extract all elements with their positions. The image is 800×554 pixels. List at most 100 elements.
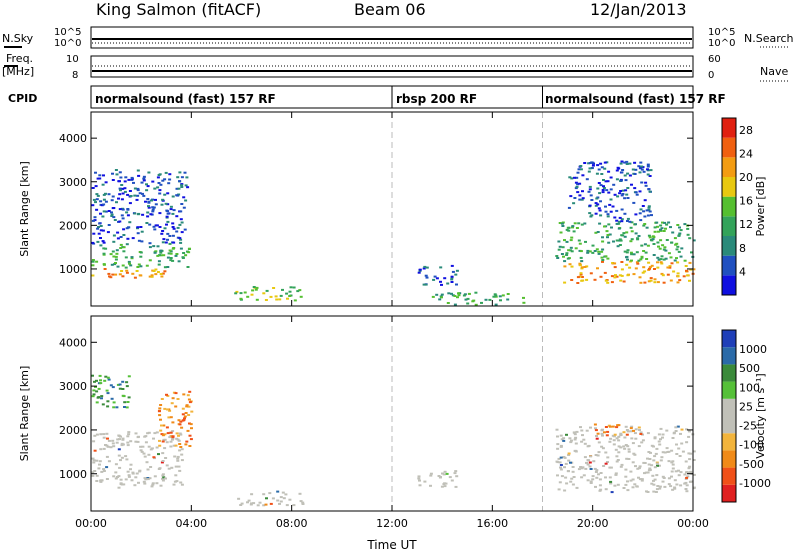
power-echo-cell: [188, 247, 191, 250]
velocity-echo-cell: [144, 441, 148, 444]
power-echo-cell: [288, 295, 292, 297]
power-echo-cell: [139, 274, 143, 277]
power-echo-cell: [501, 294, 505, 297]
power-colorbar-segment: [722, 177, 736, 197]
power-echo-cell: [117, 180, 121, 183]
velocity-echo-cell: [136, 436, 140, 439]
power-echo-cell: [615, 178, 619, 181]
power-echo-cell: [484, 298, 488, 301]
velocity-echo-cell: [159, 418, 162, 421]
velocity-echo-cell: [109, 446, 113, 449]
velocity-echo-cell: [580, 429, 584, 432]
velocity-echo-cell: [92, 459, 96, 462]
power-echo-cell: [111, 172, 114, 175]
velocity-echo-cell: [111, 439, 115, 442]
velocity-echo-cell: [166, 432, 170, 435]
velocity-echo-cell: [562, 437, 566, 440]
velocity-echo-cell: [183, 417, 186, 420]
velocity-echo-cell: [150, 485, 154, 488]
velocity-echo-cell: [654, 491, 658, 493]
velocity-echo-cell: [117, 434, 121, 437]
power-echo-cell: [651, 238, 655, 241]
velocity-echo-cell: [441, 472, 444, 475]
power-echo-cell: [595, 248, 599, 251]
velocity-echo-cell: [126, 401, 130, 403]
velocity-echo-cell: [677, 474, 681, 477]
power-echo-cell: [158, 173, 162, 176]
power-echo-cell: [684, 265, 688, 267]
power-echo-cell: [595, 172, 599, 175]
station-title: King Salmon (fitACF): [96, 0, 262, 19]
power-echo-cell: [451, 270, 455, 273]
velocity-echo-cell: [571, 466, 575, 468]
velocity-echo-cell: [161, 477, 164, 480]
power-echo-cell: [432, 278, 436, 281]
velocity-echo-cell: [687, 467, 691, 470]
power-echo-cell: [118, 273, 122, 276]
power-echo-cell: [157, 260, 161, 263]
velocity-echo-cell: [417, 477, 421, 480]
power-echo-cell: [150, 199, 153, 202]
velocity-echo-cell: [629, 470, 633, 473]
velocity-echo-cell: [674, 430, 678, 432]
power-echo-cell: [656, 261, 659, 264]
power-echo-cell: [665, 239, 669, 241]
power-echo-cell: [570, 279, 574, 281]
velocity-echo-cell: [659, 438, 662, 441]
power-echo-cell: [116, 237, 120, 240]
power-echo-cell: [131, 272, 135, 275]
power-echo-cell: [569, 195, 573, 198]
power-echo-cell: [166, 238, 169, 241]
power-echo-cell: [613, 276, 617, 279]
power-echo-cell: [289, 286, 293, 289]
power-colorbar-segment: [722, 137, 736, 158]
power-echo-cell: [144, 200, 147, 203]
velocity-echo-cell: [646, 457, 649, 460]
velocity-echo-cell: [117, 448, 121, 451]
velocity-echo-cell: [166, 408, 170, 411]
power-echo-cell: [178, 223, 182, 226]
power-echo-cell: [647, 208, 651, 211]
velocity-echo-cell: [581, 434, 584, 437]
power-echo-cell: [92, 232, 96, 235]
power-echo-cell: [638, 190, 642, 193]
velocity-echo-cell: [172, 391, 176, 394]
velocity-echo-cell: [276, 490, 280, 493]
power-echo-cell: [162, 238, 166, 241]
power-echo-cell: [606, 236, 609, 239]
power-echo-cell: [181, 256, 185, 259]
power-echo-cell: [121, 264, 125, 267]
power-echo-cell: [600, 166, 604, 169]
power-echo-cell: [560, 222, 564, 225]
velocity-echo-cell: [633, 432, 637, 435]
power-echo-cell: [119, 243, 123, 246]
power-echo-cell: [577, 168, 581, 171]
velocity-echo-cell: [608, 440, 612, 443]
power-echo-cell: [586, 249, 590, 252]
power-echo-cell: [454, 273, 458, 276]
power-echo-cell: [150, 275, 154, 278]
power-echo-cell: [417, 271, 421, 274]
power-echo-cell: [634, 191, 638, 194]
velocity-echo-cell: [614, 472, 618, 475]
power-echo-cell: [614, 274, 617, 277]
power-echo-cell: [146, 215, 150, 218]
velocity-echo-cell: [111, 386, 115, 389]
power-echo-cell: [110, 213, 114, 216]
velocity-echo-cell: [661, 451, 665, 454]
velocity-echo-cell: [685, 471, 688, 474]
velocity-echo-cell: [573, 449, 577, 452]
freq-tick-top: 10: [66, 54, 79, 65]
power-echo-cell: [678, 279, 682, 282]
power-echo-cell: [145, 189, 149, 192]
velocity-echo-cell: [650, 444, 654, 447]
velocity-echo-cell: [644, 471, 648, 474]
power-echo-cell: [579, 272, 583, 275]
velocity-echo-cell: [630, 425, 634, 428]
power-echo-cell: [622, 280, 626, 283]
power-echo-cell: [659, 239, 663, 242]
power-echo-cell: [102, 263, 106, 266]
power-echo-cell: [177, 193, 181, 196]
velocity-echo-cell: [120, 442, 124, 445]
velocity-echo-cell: [633, 453, 637, 456]
